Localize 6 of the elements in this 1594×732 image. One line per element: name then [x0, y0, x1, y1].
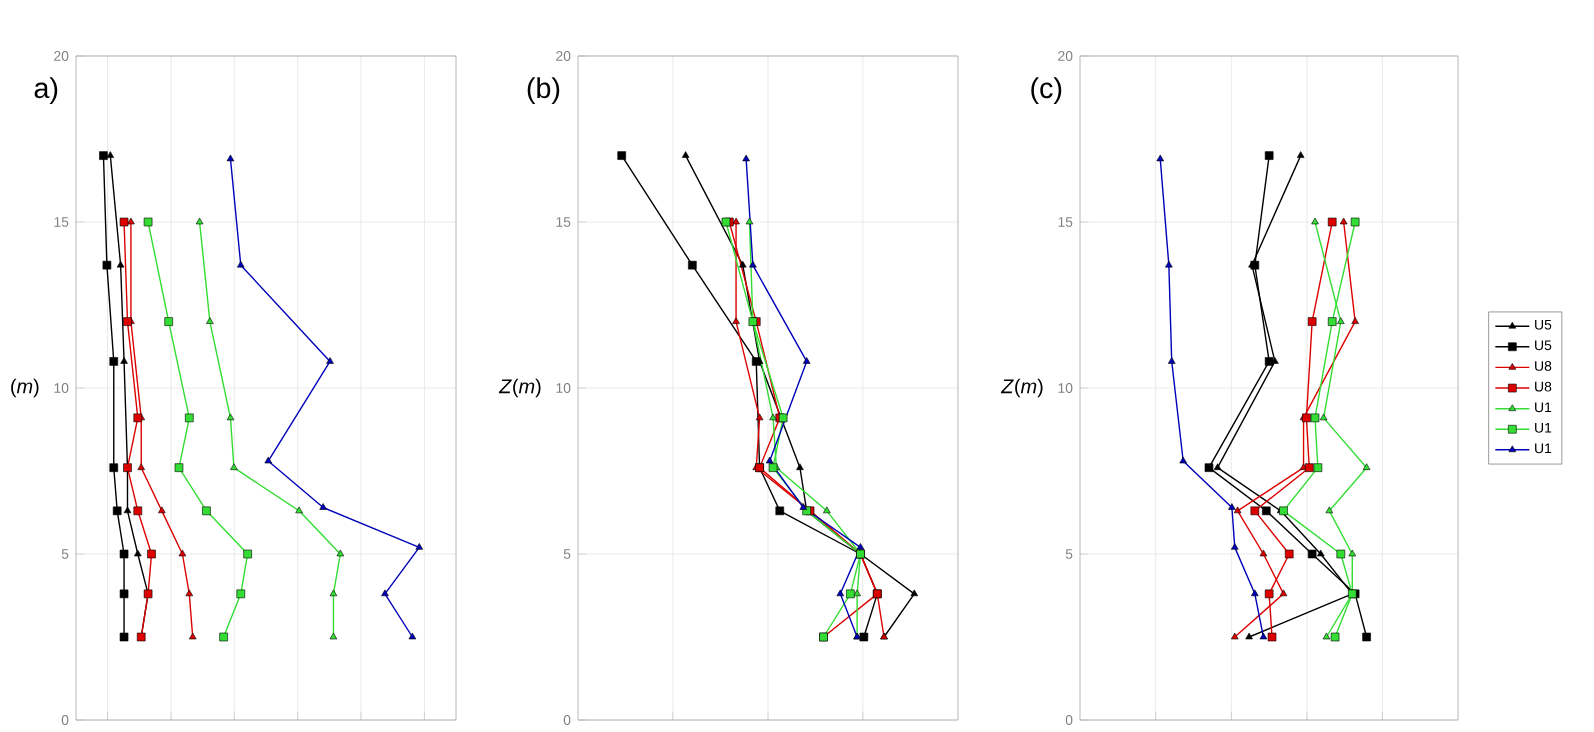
text: (b)	[527, 77, 560, 104]
y-axis-title: Z(m)	[498, 378, 541, 398]
text: a)	[34, 77, 58, 104]
y-axis-title: (m)	[11, 378, 39, 398]
y-axis-title: Z(m)	[1000, 378, 1043, 398]
text: (c)	[1031, 77, 1062, 104]
